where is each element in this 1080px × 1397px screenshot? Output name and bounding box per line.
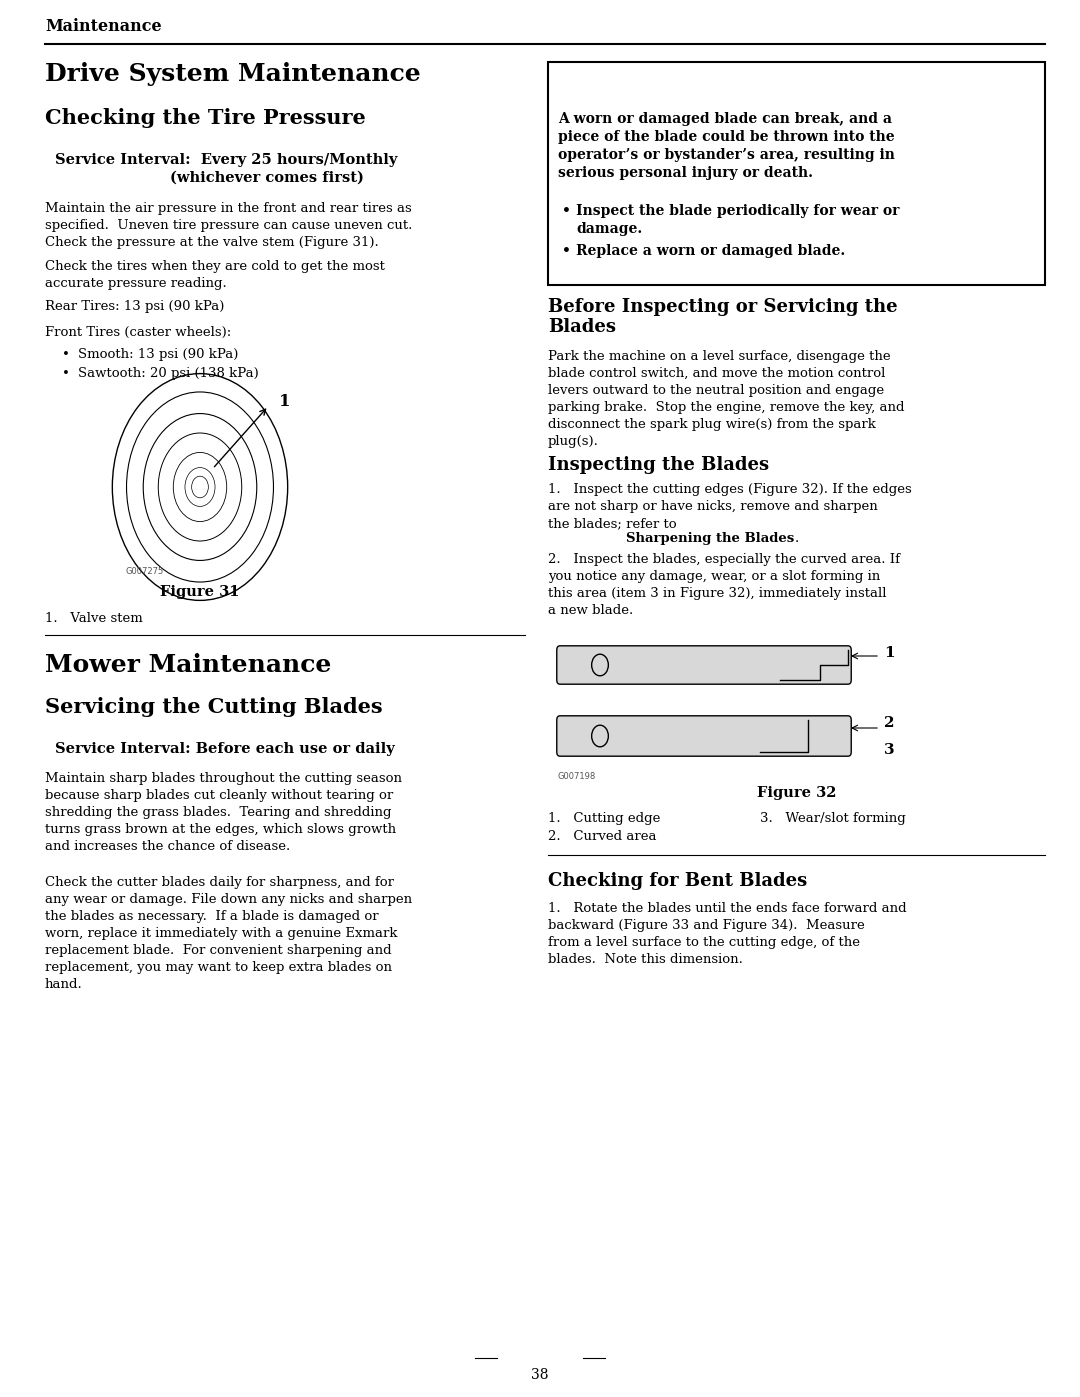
Text: 1.   Inspect the cutting edges (Figure 32). If the edges
are not sharp or have n: 1. Inspect the cutting edges (Figure 32)… [548,483,912,529]
Text: Checking for Bent Blades: Checking for Bent Blades [548,872,807,890]
Text: Maintain the air pressure in the front and rear tires as
specified.  Uneven tire: Maintain the air pressure in the front a… [45,203,413,249]
Text: 1: 1 [280,394,291,411]
Text: 3: 3 [885,743,894,757]
Text: 1: 1 [885,645,894,659]
Text: Service Interval:  Every 25 hours/Monthly: Service Interval: Every 25 hours/Monthly [55,154,397,168]
Text: Servicing the Cutting Blades: Servicing the Cutting Blades [45,697,382,717]
Text: Mower Maintenance: Mower Maintenance [45,652,332,678]
Bar [548,61,1045,101]
Text: •: • [562,204,571,218]
Text: 2: 2 [885,717,894,731]
Text: Check the cutter blades daily for sharpness, and for
any wear or damage. File do: Check the cutter blades daily for sharpn… [45,876,413,990]
Text: 38: 38 [531,1368,549,1382]
Bar [548,61,1045,285]
Text: Inspect the blade periodically for wear or
damage.: Inspect the blade periodically for wear … [576,204,900,236]
Text: Sawtooth: 20 psi (138 kPa): Sawtooth: 20 psi (138 kPa) [78,367,259,380]
Text: 1.   Valve stem: 1. Valve stem [45,612,143,624]
Text: Front Tires (caster wheels):: Front Tires (caster wheels): [45,326,231,339]
Text: Figure 32: Figure 32 [757,787,836,800]
Text: 3.   Wear/slot forming: 3. Wear/slot forming [760,812,906,826]
Text: •: • [562,244,571,258]
Text: 1.   Cutting edge: 1. Cutting edge [548,812,660,826]
Text: G007275: G007275 [125,567,163,576]
Text: ⚠ WARNING: ⚠ WARNING [731,71,862,91]
Text: Park the machine on a level surface, disengage the
blade control switch, and mov: Park the machine on a level surface, dis… [548,351,905,448]
Text: Maintenance: Maintenance [45,18,162,35]
FancyBboxPatch shape [557,715,851,756]
Text: A worn or damaged blade can break, and a
piece of the blade could be thrown into: A worn or damaged blade can break, and a… [558,112,895,180]
Text: Check the tires when they are cold to get the most
accurate pressure reading.: Check the tires when they are cold to ge… [45,260,384,291]
Text: Maintain sharp blades throughout the cutting season
because sharp blades cut cle: Maintain sharp blades throughout the cut… [45,773,402,854]
Text: .: . [795,532,799,545]
Text: Drive System Maintenance: Drive System Maintenance [45,61,421,87]
Text: Smooth: 13 psi (90 kPa): Smooth: 13 psi (90 kPa) [78,348,239,360]
FancyBboxPatch shape [557,645,851,685]
Text: (whichever comes first): (whichever comes first) [170,170,364,184]
Text: •: • [62,348,70,360]
Text: Before Inspecting or Servicing the: Before Inspecting or Servicing the [548,298,897,316]
Text: 1.   Rotate the blades until the ends face forward and
backward (Figure 33 and F: 1. Rotate the blades until the ends face… [548,902,906,965]
Text: Blades: Blades [548,319,616,337]
Text: Inspecting the Blades: Inspecting the Blades [548,455,769,474]
Text: 2.   Inspect the blades, especially the curved area. If
you notice any damage, w: 2. Inspect the blades, especially the cu… [548,553,900,617]
Text: G007198: G007198 [558,773,596,781]
Text: Replace a worn or damaged blade.: Replace a worn or damaged blade. [576,244,846,258]
Text: Sharpening the Blades: Sharpening the Blades [626,532,794,545]
Text: Service Interval: Before each use or daily: Service Interval: Before each use or dai… [55,742,395,756]
Text: Rear Tires: 13 psi (90 kPa): Rear Tires: 13 psi (90 kPa) [45,300,225,313]
Text: Figure 31: Figure 31 [160,585,240,599]
Text: Checking the Tire Pressure: Checking the Tire Pressure [45,108,366,129]
Text: •: • [62,367,70,380]
Text: 2.   Curved area: 2. Curved area [548,830,657,842]
